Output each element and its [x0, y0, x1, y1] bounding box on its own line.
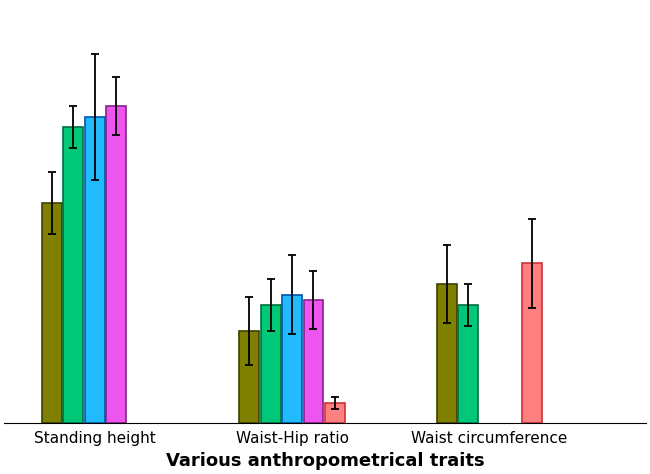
Bar — [239, 331, 259, 423]
Bar — [42, 203, 62, 423]
Bar — [84, 117, 105, 423]
Bar — [458, 305, 478, 423]
Bar — [261, 305, 281, 423]
Bar — [282, 295, 302, 423]
Bar — [64, 127, 83, 423]
Bar — [106, 106, 126, 423]
Bar — [523, 263, 542, 423]
X-axis label: Various anthropometrical traits: Various anthropometrical traits — [166, 452, 484, 470]
Bar — [325, 403, 344, 423]
Bar — [437, 284, 456, 423]
Bar — [304, 300, 323, 423]
